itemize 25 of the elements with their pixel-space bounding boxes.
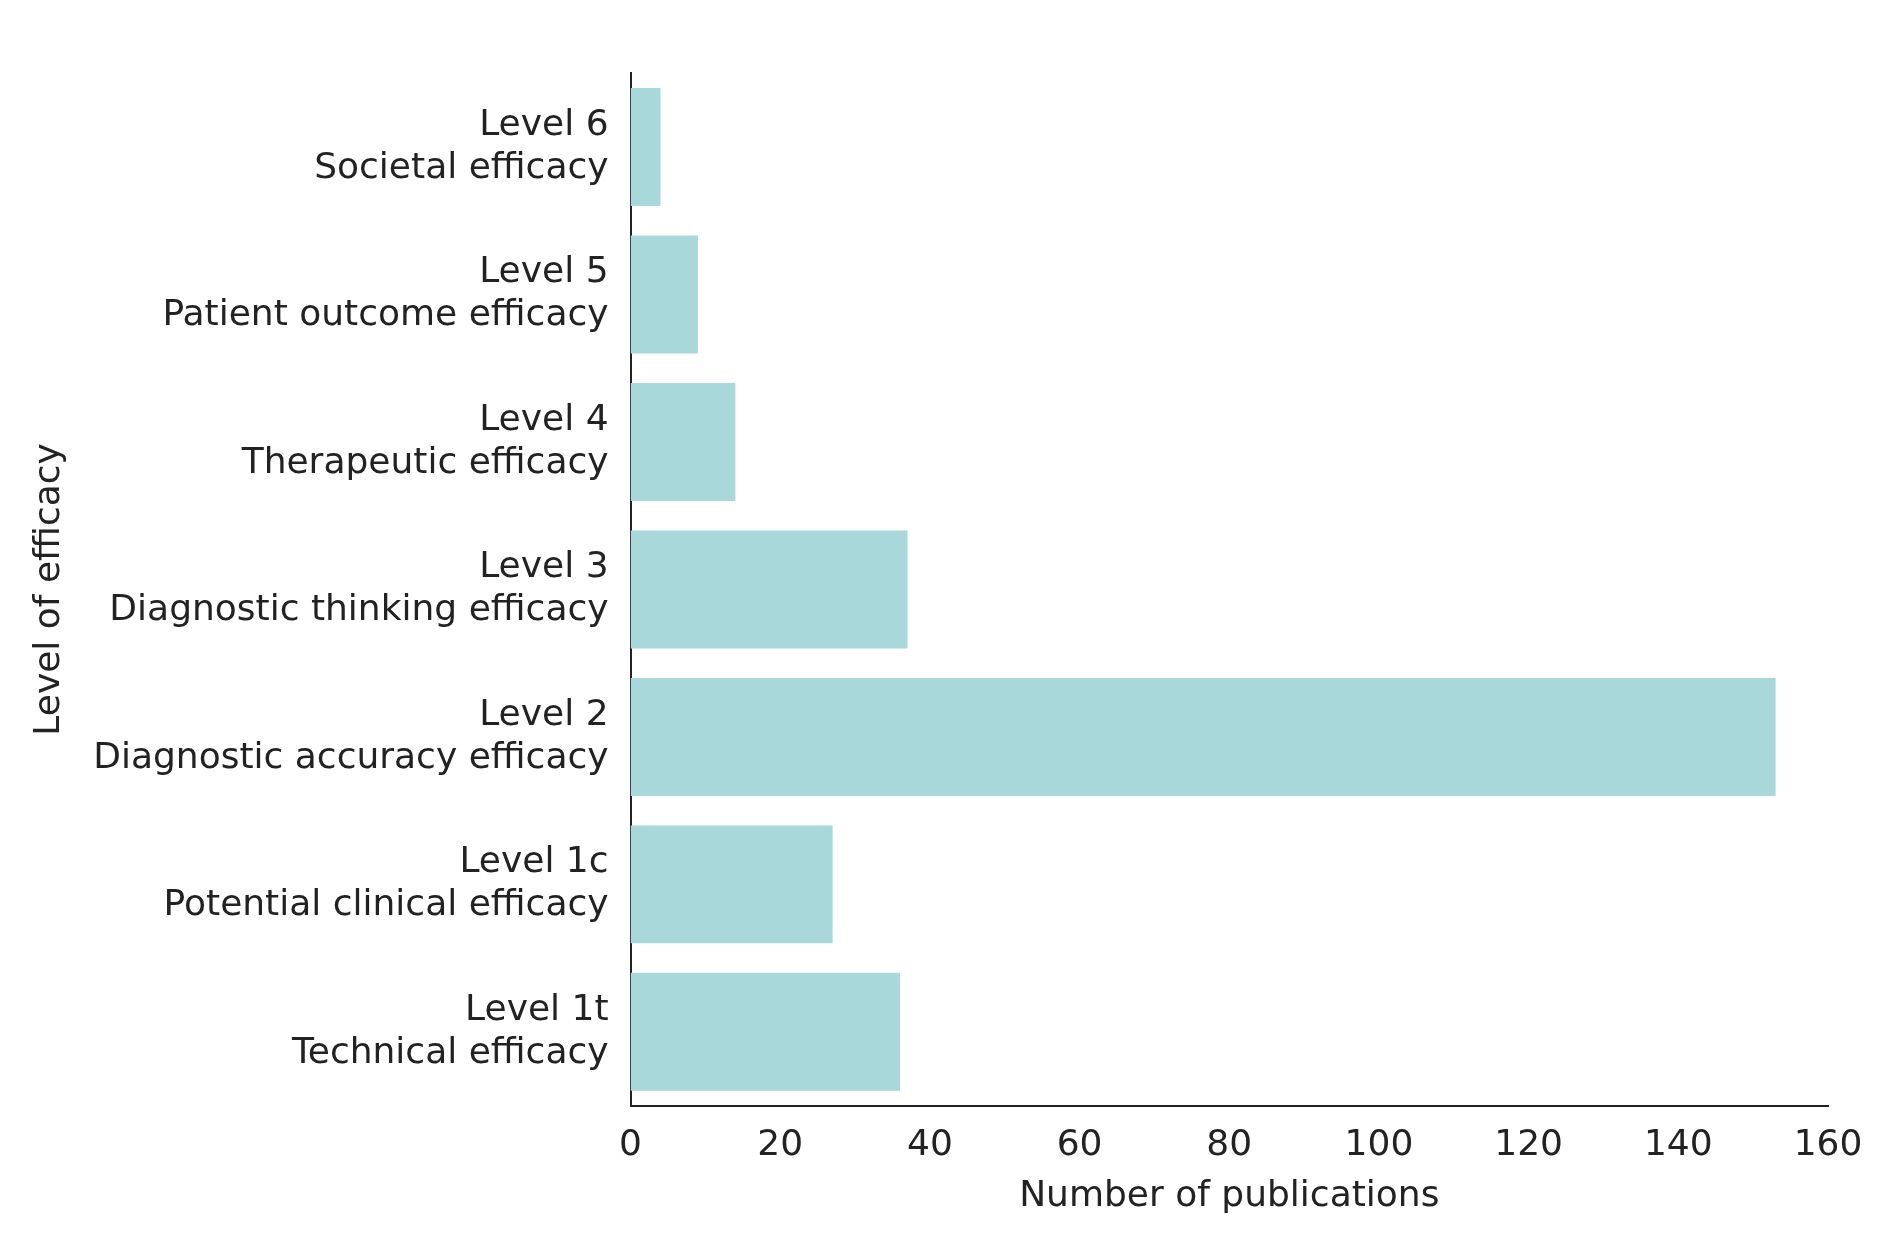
bar bbox=[630, 235, 698, 354]
y-tick-label: Level 2 Diagnostic accuracy efficacy bbox=[93, 691, 609, 776]
bar bbox=[630, 972, 900, 1091]
bar bbox=[630, 677, 1776, 796]
x-tick-label: 60 bbox=[1056, 1121, 1103, 1163]
y-tick-label: Level 3 Diagnostic thinking efficacy bbox=[109, 544, 609, 629]
y-axis-title: Level of efficacy bbox=[25, 443, 67, 736]
bar bbox=[630, 87, 661, 206]
x-tick-label: 20 bbox=[757, 1121, 804, 1163]
x-tick-label: 0 bbox=[619, 1121, 643, 1163]
y-tick-label: Level 1c Potential clinical efficacy bbox=[163, 839, 609, 924]
x-tick-label: 100 bbox=[1344, 1121, 1414, 1163]
y-tick-label: Level 4 Therapeutic efficacy bbox=[240, 396, 609, 481]
x-tick-label: 80 bbox=[1206, 1121, 1253, 1163]
bar bbox=[630, 382, 736, 501]
x-tick-label: 120 bbox=[1494, 1121, 1563, 1163]
bar bbox=[630, 825, 833, 944]
x-tick-label: 140 bbox=[1643, 1121, 1713, 1163]
y-tick-label: Level 6 Societal efficacy bbox=[314, 101, 609, 186]
y-tick-label: Level 1t Technical efficacy bbox=[290, 986, 609, 1071]
x-axis-title: Number of publications bbox=[1019, 1172, 1440, 1214]
x-tick-label: 160 bbox=[1793, 1121, 1863, 1163]
bar bbox=[630, 530, 908, 649]
x-tick-label: 40 bbox=[907, 1121, 953, 1163]
y-tick-label: Level 5 Patient outcome efficacy bbox=[162, 249, 609, 334]
